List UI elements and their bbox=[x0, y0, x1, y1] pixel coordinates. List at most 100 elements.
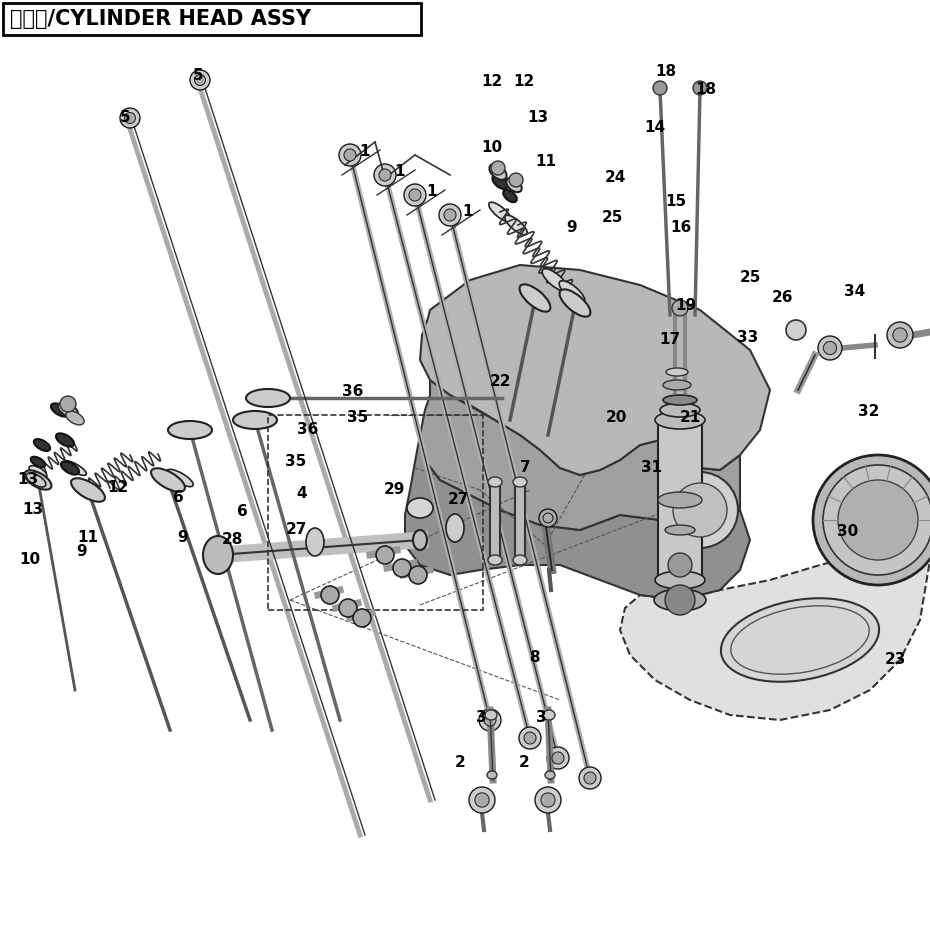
Text: 34: 34 bbox=[844, 285, 866, 299]
Ellipse shape bbox=[503, 190, 517, 202]
Text: 18: 18 bbox=[656, 64, 676, 79]
Ellipse shape bbox=[29, 466, 46, 478]
Text: 25: 25 bbox=[739, 271, 761, 286]
Ellipse shape bbox=[413, 530, 427, 550]
Ellipse shape bbox=[545, 771, 555, 779]
Circle shape bbox=[376, 546, 394, 564]
Circle shape bbox=[579, 767, 601, 789]
Circle shape bbox=[541, 793, 555, 807]
Text: 缸盖组/CYLINDER HEAD ASSY: 缸盖组/CYLINDER HEAD ASSY bbox=[10, 9, 312, 29]
Ellipse shape bbox=[666, 368, 688, 376]
Circle shape bbox=[190, 70, 210, 90]
Circle shape bbox=[547, 747, 569, 769]
Circle shape bbox=[404, 184, 426, 206]
Ellipse shape bbox=[560, 289, 591, 316]
Text: 3: 3 bbox=[475, 711, 486, 725]
Polygon shape bbox=[420, 380, 740, 540]
Text: 5: 5 bbox=[193, 69, 204, 84]
Circle shape bbox=[374, 164, 396, 186]
Text: 31: 31 bbox=[642, 460, 662, 475]
Text: 21: 21 bbox=[680, 410, 700, 426]
Text: 13: 13 bbox=[22, 502, 44, 517]
Ellipse shape bbox=[168, 421, 212, 439]
Ellipse shape bbox=[654, 589, 706, 611]
Text: 26: 26 bbox=[771, 290, 792, 305]
Ellipse shape bbox=[26, 473, 46, 487]
Ellipse shape bbox=[542, 269, 568, 291]
Text: 36: 36 bbox=[298, 422, 319, 437]
Circle shape bbox=[120, 108, 140, 128]
Ellipse shape bbox=[660, 403, 700, 417]
Ellipse shape bbox=[51, 404, 69, 417]
Circle shape bbox=[838, 480, 918, 560]
Text: 13: 13 bbox=[527, 111, 549, 126]
Ellipse shape bbox=[489, 202, 512, 221]
Circle shape bbox=[662, 472, 738, 548]
Text: 3: 3 bbox=[536, 711, 546, 725]
Circle shape bbox=[125, 113, 136, 124]
Text: 2: 2 bbox=[455, 754, 465, 769]
Circle shape bbox=[672, 300, 688, 316]
Text: 1: 1 bbox=[360, 144, 370, 160]
Text: 15: 15 bbox=[666, 194, 686, 209]
Ellipse shape bbox=[56, 433, 74, 446]
Circle shape bbox=[479, 709, 501, 731]
Text: 27: 27 bbox=[447, 493, 469, 508]
Ellipse shape bbox=[485, 710, 497, 720]
Circle shape bbox=[653, 81, 667, 95]
Circle shape bbox=[444, 209, 456, 221]
Ellipse shape bbox=[488, 555, 502, 565]
Circle shape bbox=[60, 396, 76, 412]
Text: 25: 25 bbox=[602, 210, 623, 225]
Text: 10: 10 bbox=[20, 552, 41, 567]
Circle shape bbox=[509, 173, 523, 187]
Circle shape bbox=[693, 81, 707, 95]
Ellipse shape bbox=[488, 477, 502, 487]
Ellipse shape bbox=[306, 528, 324, 556]
Circle shape bbox=[887, 322, 913, 348]
Circle shape bbox=[409, 189, 421, 201]
Ellipse shape bbox=[520, 285, 551, 312]
Text: 2: 2 bbox=[519, 754, 529, 769]
Text: 24: 24 bbox=[604, 170, 626, 185]
Ellipse shape bbox=[505, 215, 527, 234]
Text: 4: 4 bbox=[297, 486, 307, 501]
Circle shape bbox=[786, 320, 806, 340]
Text: 28: 28 bbox=[221, 533, 243, 548]
Circle shape bbox=[475, 793, 489, 807]
Ellipse shape bbox=[446, 514, 464, 542]
Circle shape bbox=[339, 599, 357, 617]
Text: 22: 22 bbox=[489, 375, 511, 390]
Text: 8: 8 bbox=[528, 650, 539, 666]
FancyBboxPatch shape bbox=[3, 3, 421, 35]
Circle shape bbox=[339, 144, 361, 166]
Circle shape bbox=[813, 455, 930, 585]
Text: 6: 6 bbox=[236, 504, 247, 520]
Ellipse shape bbox=[655, 571, 705, 589]
Text: 29: 29 bbox=[383, 483, 405, 498]
Text: 23: 23 bbox=[884, 653, 906, 668]
Ellipse shape bbox=[655, 411, 705, 429]
Text: 27: 27 bbox=[286, 523, 307, 538]
Ellipse shape bbox=[492, 175, 508, 189]
Text: 10: 10 bbox=[482, 140, 502, 155]
Ellipse shape bbox=[663, 395, 697, 405]
Bar bbox=[658, 420, 702, 580]
Text: 11: 11 bbox=[77, 530, 99, 546]
Ellipse shape bbox=[71, 478, 105, 502]
Polygon shape bbox=[420, 265, 770, 475]
Circle shape bbox=[519, 727, 541, 749]
Circle shape bbox=[539, 509, 557, 527]
Text: 32: 32 bbox=[858, 405, 880, 419]
Ellipse shape bbox=[731, 605, 870, 674]
Text: 1: 1 bbox=[427, 184, 437, 200]
Text: 16: 16 bbox=[671, 220, 692, 235]
Bar bbox=[268, 415, 483, 610]
Circle shape bbox=[484, 714, 496, 726]
Text: 9: 9 bbox=[178, 530, 188, 546]
Text: 17: 17 bbox=[659, 333, 681, 348]
Ellipse shape bbox=[24, 471, 51, 489]
Text: 5: 5 bbox=[120, 111, 130, 126]
Ellipse shape bbox=[66, 411, 84, 425]
Circle shape bbox=[673, 483, 727, 537]
